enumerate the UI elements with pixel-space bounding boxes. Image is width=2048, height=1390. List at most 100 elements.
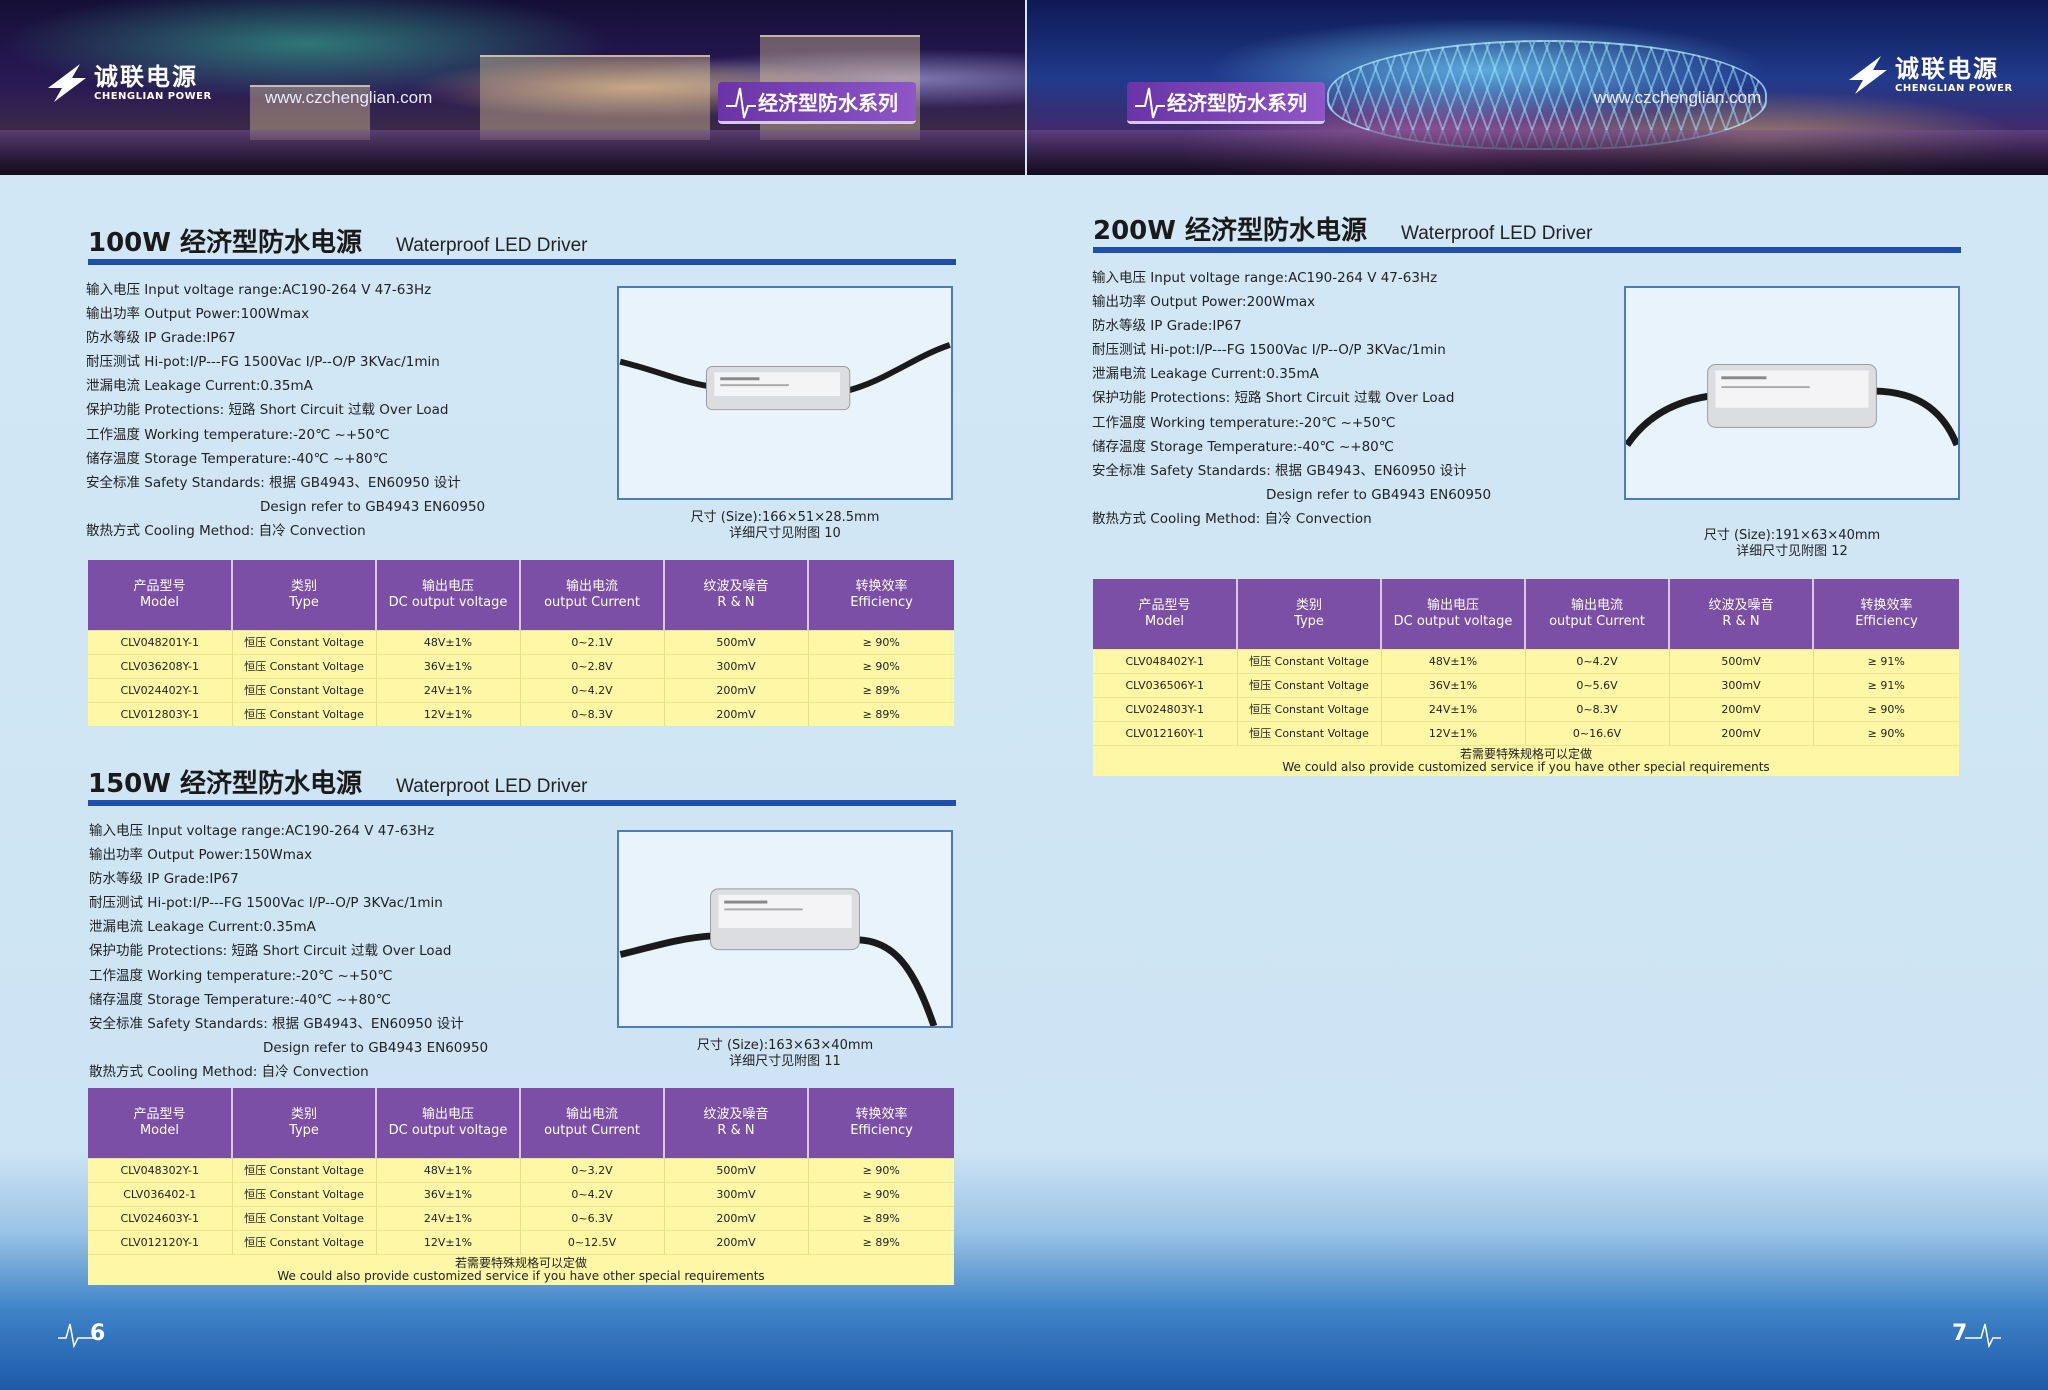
cell-voltage: 36V±1% (376, 653, 521, 678)
spec-item: 散热方式 Cooling Method: 自冷 Convection (86, 522, 366, 539)
section-title-150w: 150W 经济型防水电源 Waterproot LED Driver (88, 763, 587, 800)
spec-table-100w: 产品型号 Model 类别 Type 输出电压 DC output voltage 输… (88, 560, 954, 726)
column-header: 转换效率 Efficiency (808, 1088, 954, 1158)
header-label: 转换效率 (1860, 597, 1913, 613)
cell-model: CLV024402Y-1 (88, 677, 233, 702)
spec-item: 输出功率 Output Power:100Wmax (86, 306, 310, 323)
table-row: CLV048201Y-1 恒压 Constant Voltage 48V±1% 0~2… (88, 629, 954, 654)
spec-item: 泄漏电流 Leakage Current:0.35mA (1092, 366, 1319, 383)
column-header: 输出电压 DC output voltage (376, 560, 521, 630)
spec-table-200w: 产品型号 Model 类别 Type 输出电压 DC output voltage 输… (1093, 579, 1959, 776)
cell-voltage: 36V±1% (1381, 672, 1526, 697)
cell-ripple: 200mV (664, 1205, 809, 1230)
brand-name-cn: 诚联电源 (94, 62, 198, 91)
column-header: 纹波及噪音 R & N (664, 560, 809, 630)
title-divider (88, 259, 956, 265)
cell-voltage: 24V±1% (376, 677, 521, 702)
cell-type: 恒压 Constant Voltage (232, 629, 377, 654)
cell-efficiency: ≥ 90% (808, 653, 954, 678)
column-header: 纹波及噪音 R & N (664, 1088, 809, 1158)
note-cn: 若需要特殊规格可以定做 (454, 1255, 587, 1270)
cell-efficiency: ≥ 89% (808, 677, 954, 702)
right-banner: 经济型防水系列 www.czchenglian.com 诚联电源 CHENGLI… (1027, 0, 2048, 175)
spec-item: 保护功能 Protections: 短路 Short Circuit 过载 Ov… (89, 943, 452, 960)
led-driver-image (619, 342, 951, 411)
cell-type: 恒压 Constant Voltage (1237, 672, 1382, 697)
cell-ripple: 500mV (664, 1157, 809, 1182)
cell-efficiency: ≥ 89% (808, 1205, 954, 1230)
cell-current: 0~2.1V (520, 629, 665, 654)
size-caption: 尺寸 (Size):166×51×28.5mm 详细尺寸见附图 10 (617, 510, 953, 542)
cell-type: 恒压 Constant Voltage (232, 701, 377, 726)
series-title: 经济型防水系列 (758, 91, 898, 115)
header-label: 纹波及噪音 (703, 578, 769, 594)
cell-type: 恒压 Constant Voltage (232, 653, 377, 678)
spec-item: 散热方式 Cooling Method: 自冷 Convection (1092, 510, 1372, 527)
cell-current: 0~8.3V (520, 701, 665, 726)
cell-efficiency: ≥ 90% (1813, 720, 1959, 745)
header-label: 纹波及噪音 (703, 1106, 769, 1122)
spec-item: 输入电压 Input voltage range:AC190-264 V 47-… (1092, 270, 1438, 286)
column-header: 纹波及噪音 R & N (1669, 579, 1814, 649)
cell-model: CLV012803Y-1 (88, 701, 233, 726)
spec-item: 散热方式 Cooling Method: 自冷 Convection (89, 1063, 369, 1080)
spec-item: 泄漏电流 Leakage Current:0.35mA (89, 919, 316, 936)
custom-note-row: 若需要特殊规格可以定做 We could also provide custom… (1093, 744, 1959, 776)
table-row: CLV024603Y-1 恒压 Constant Voltage 24V±1% 0~6… (88, 1205, 954, 1230)
column-header: 产品型号 Model (1093, 579, 1238, 649)
series-tag: 经济型防水系列 (1127, 82, 1325, 124)
cell-efficiency: ≥ 91% (1813, 672, 1959, 697)
water-reflection (1027, 130, 2048, 175)
column-header: 类别 Type (232, 560, 377, 630)
custom-note: 若需要特殊规格可以定做 We could also provide custom… (1093, 744, 1959, 776)
cell-ripple: 200mV (664, 701, 809, 726)
header-label: 转换效率 (855, 1106, 908, 1122)
cell-ripple: 300mV (664, 1181, 809, 1206)
brand-logo: 诚联电源 CHENGLIAN POWER (40, 58, 212, 108)
drawing-ref: 详细尺寸见附图 12 (1736, 544, 1848, 559)
title-divider (88, 800, 956, 806)
header-label: Type (289, 594, 319, 610)
product-photo (617, 286, 953, 500)
cell-current: 0~6.3V (520, 1205, 665, 1230)
led-driver-image (619, 888, 938, 1026)
header-label: 输出电压 (421, 1106, 474, 1122)
title-cn: 200W 经济型防水电源 (1093, 216, 1368, 246)
note-en: We could also provide customized service… (277, 1268, 765, 1283)
title-cn: 150W 经济型防水电源 (88, 769, 363, 799)
cell-type: 恒压 Constant Voltage (232, 1157, 377, 1182)
table-row: CLV024803Y-1 恒压 Constant Voltage 24V±1% 0~8… (1093, 696, 1959, 721)
product-photo (617, 830, 953, 1028)
table-row: CLV024402Y-1 恒压 Constant Voltage 24V±1% 0~4… (88, 677, 954, 702)
table-row: CLV012160Y-1 恒压 Constant Voltage 12V±1% 0~1… (1093, 720, 1959, 745)
brand-name-en: CHENGLIAN POWER (1895, 82, 2013, 94)
cell-efficiency: ≥ 90% (1813, 696, 1959, 721)
header-label: DC output voltage (388, 1122, 508, 1138)
cell-ripple: 300mV (664, 653, 809, 678)
cell-ripple: 500mV (664, 629, 809, 654)
header-label: 输出电压 (1426, 597, 1479, 613)
cell-voltage: 12V±1% (1381, 720, 1526, 745)
header-label: 类别 (290, 578, 317, 594)
cell-model: CLV048302Y-1 (88, 1157, 233, 1182)
column-header: 产品型号 Model (88, 1088, 233, 1158)
table-header-row: 产品型号 Model 类别 Type 输出电压 DC output voltage 输… (1093, 579, 1959, 649)
cell-efficiency: ≥ 90% (808, 1181, 954, 1206)
spec-item: 输入电压 Input voltage range:AC190-264 V 47-… (89, 823, 435, 839)
cell-voltage: 48V±1% (376, 1157, 521, 1182)
custom-note: 若需要特殊规格可以定做 We could also provide custom… (88, 1253, 954, 1285)
cell-current: 0~3.2V (520, 1157, 665, 1182)
cell-current: 0~16.6V (1525, 720, 1670, 745)
spec-item: 耐压测试 Hi-pot:I/P---FG 1500Vac I/P--O/P 3K… (86, 354, 440, 371)
pulse-icon (726, 87, 756, 119)
size-text: 尺寸 (Size):163×63×40mm (696, 1038, 874, 1053)
cell-voltage: 12V±1% (376, 701, 521, 726)
header-label: 转换效率 (855, 578, 908, 594)
header-label: 纹波及噪音 (1708, 597, 1774, 613)
cell-voltage: 24V±1% (1381, 696, 1526, 721)
header-label: Efficiency (850, 1122, 913, 1138)
spec-item: 工作温度 Working temperature:-20℃ ~+50℃ (1092, 414, 1396, 431)
header-label: 类别 (290, 1106, 317, 1122)
size-caption: 尺寸 (Size):163×63×40mm 详细尺寸见附图 11 (617, 1038, 953, 1070)
cell-voltage: 24V±1% (376, 1205, 521, 1230)
